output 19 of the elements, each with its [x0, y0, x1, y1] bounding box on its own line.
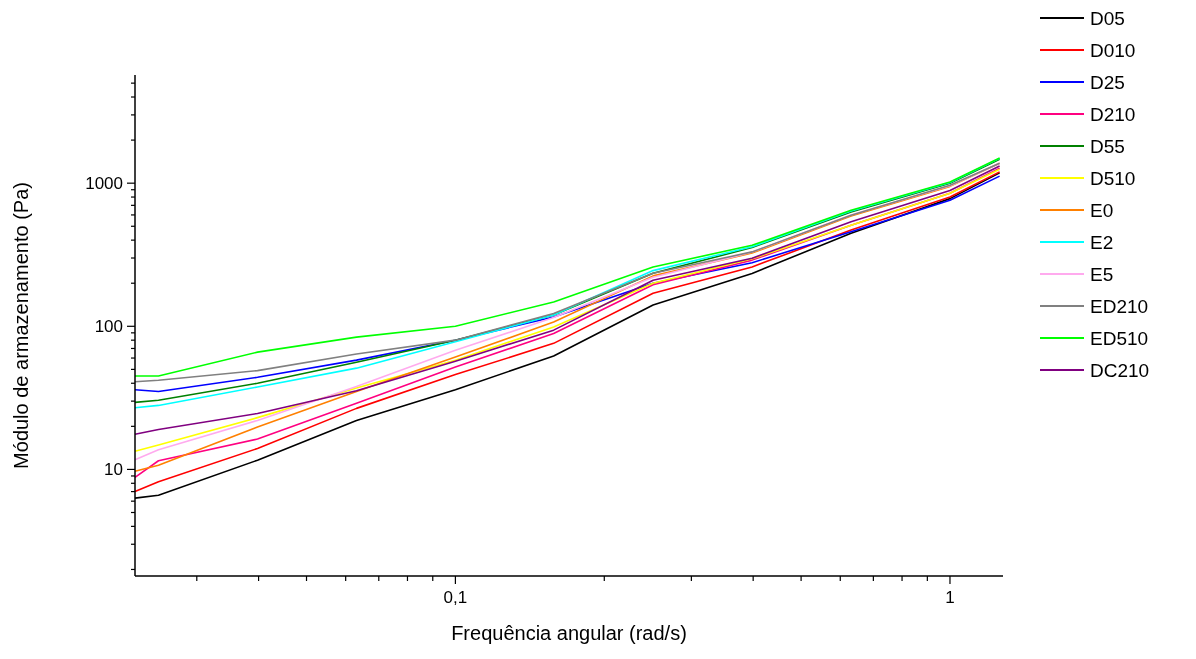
y-tick-label: 100 — [94, 317, 123, 337]
legend-label: E2 — [1090, 232, 1114, 253]
legend-label: ED210 — [1090, 296, 1149, 317]
legend-label: D510 — [1090, 168, 1136, 189]
legend-label: ED510 — [1090, 328, 1149, 349]
y-tick-label: 1000 — [85, 174, 123, 194]
legend-label: E5 — [1090, 264, 1114, 285]
legend-label: E0 — [1090, 200, 1114, 221]
x-tick-label: 1 — [945, 588, 955, 607]
legend-label: D210 — [1090, 104, 1136, 125]
legend-label: DC210 — [1090, 360, 1150, 381]
y-tick-label: 10 — [104, 460, 123, 480]
x-tick-label: 0,1 — [443, 588, 468, 607]
legend-label: D25 — [1090, 72, 1125, 93]
x-axis-title: Frequência angular (rad/s) — [451, 622, 687, 644]
legend-label: D05 — [1090, 8, 1125, 29]
legend-label: D55 — [1090, 136, 1125, 157]
y-axis-title: Módulo de armazenamento (Pa) — [10, 182, 32, 469]
legend-label: D010 — [1090, 40, 1136, 61]
